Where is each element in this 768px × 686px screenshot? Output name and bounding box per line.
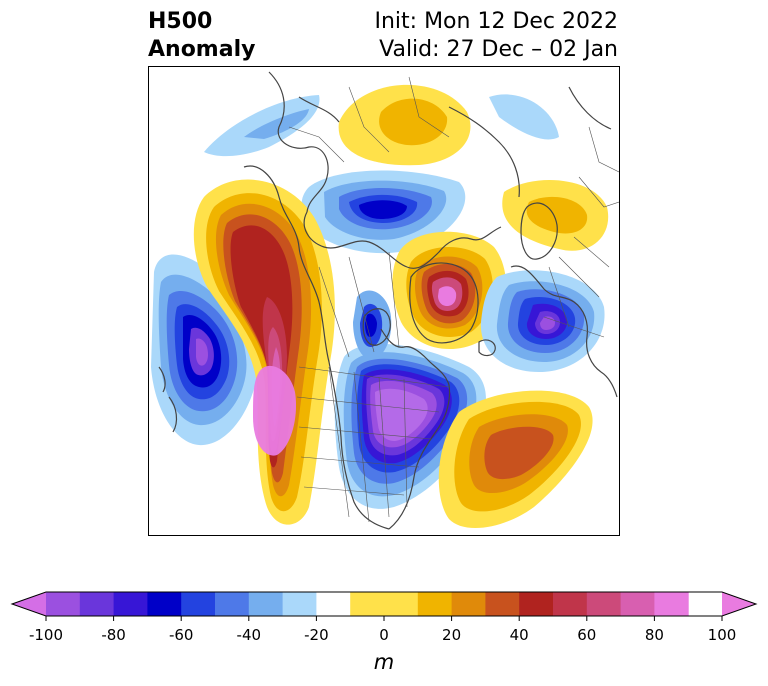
colorbar-tick-label: 100 bbox=[707, 626, 737, 644]
coastlines bbox=[158, 71, 618, 530]
anomaly-west-pacific-trough bbox=[151, 254, 259, 446]
colorbar-graphic bbox=[10, 591, 758, 621]
anomaly-west-coast-ridge bbox=[193, 179, 335, 525]
colorbar-segment bbox=[519, 592, 554, 616]
colorbar-segment bbox=[181, 592, 216, 616]
anomaly-greenland-ridge bbox=[392, 231, 506, 350]
colorbar-tick-label: -80 bbox=[101, 626, 126, 644]
anomaly-europe-trough bbox=[480, 270, 605, 372]
anomaly-arctic-west-low bbox=[204, 95, 320, 157]
map-panel bbox=[148, 66, 620, 536]
anomaly-siberia-ridge bbox=[338, 84, 471, 166]
colorbar-segment bbox=[46, 592, 81, 616]
colorbar-tick-label: -100 bbox=[28, 626, 64, 644]
colorbar-segment bbox=[586, 592, 622, 616]
colorbar-tick-label: -40 bbox=[236, 626, 262, 644]
colorbar-tick-label: -60 bbox=[168, 626, 194, 644]
colorbar-tick-label: 80 bbox=[644, 626, 664, 644]
colorbar-extend-low bbox=[12, 592, 46, 616]
title-line-1: H500 bbox=[148, 9, 213, 34]
anomaly-north-east-low bbox=[489, 94, 559, 140]
colorbar-tick-label: 40 bbox=[509, 626, 529, 644]
anomaly-arctic-trough bbox=[301, 170, 466, 254]
colorbar-tick-label: 20 bbox=[442, 626, 462, 644]
colorbar-segment bbox=[485, 592, 520, 616]
title-line-2: Anomaly bbox=[148, 37, 256, 62]
colorbar-segment bbox=[282, 592, 317, 616]
colorbar-segment bbox=[417, 592, 453, 616]
colorbar: -100 -80 -60 -40 -20 0 20 40 60 80 100 m bbox=[0, 588, 768, 686]
colorbar-segment bbox=[553, 592, 588, 616]
date-block: Init: Mon 12 Dec 2022 Valid: 27 Dec – 02… bbox=[375, 8, 619, 64]
colorbar-segment bbox=[316, 592, 351, 616]
colorbar-segment bbox=[350, 592, 419, 616]
colorbar-segment bbox=[654, 592, 689, 616]
colorbar-segment bbox=[451, 592, 486, 616]
colorbar-segment bbox=[79, 592, 115, 616]
title-block: H500 Anomaly bbox=[148, 8, 255, 64]
anomaly-scandinavia-ridge bbox=[502, 180, 609, 251]
anomaly-map bbox=[151, 71, 619, 530]
colorbar-segment bbox=[620, 592, 655, 616]
political-borders bbox=[288, 76, 619, 523]
colorbar-unit-label: m bbox=[373, 650, 395, 674]
valid-date: Valid: 27 Dec – 02 Jan bbox=[379, 37, 618, 62]
colorbar-segment bbox=[248, 592, 284, 616]
colorbar-segment bbox=[147, 592, 182, 616]
colorbar-extend-high bbox=[722, 592, 756, 616]
colorbar-tick-label: -20 bbox=[304, 626, 329, 644]
colorbar-segment bbox=[215, 592, 250, 616]
anomaly-field bbox=[151, 84, 609, 529]
colorbar-tick-label: 60 bbox=[577, 626, 597, 644]
colorbar-tick-label: 0 bbox=[379, 626, 389, 644]
anomaly-atlantic-ridge bbox=[438, 390, 593, 529]
colorbar-segment bbox=[113, 592, 148, 616]
init-date: Init: Mon 12 Dec 2022 bbox=[374, 9, 619, 34]
